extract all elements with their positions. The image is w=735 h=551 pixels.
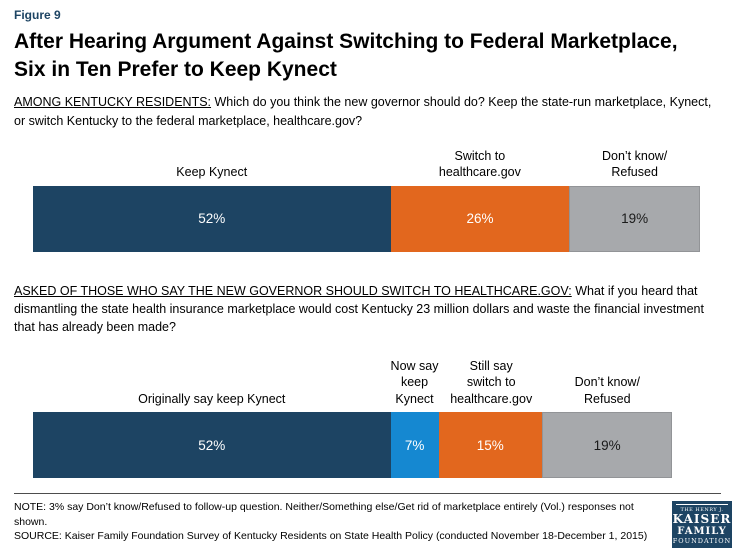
segment-label-now-keep: Now say keep Kynect [390, 358, 439, 406]
logo-line-kaiser: KAISER [672, 512, 732, 526]
chart-1-bar: 52% 26% 19% [33, 185, 700, 252]
segment-label-still-switch: Still say switch to healthcare.gov [450, 358, 533, 406]
source-line: SOURCE: Kaiser Family Foundation Survey … [14, 529, 648, 542]
logo-rule [676, 504, 728, 505]
segment-label-dk: Don’t know/ Refused [574, 375, 640, 406]
footnote: NOTE: 3% say Don’t know/Refused to follo… [14, 501, 634, 528]
page-title: After Hearing Argument Against Switching… [14, 30, 678, 81]
segment-label-keep-kynect: Keep Kynect [176, 165, 248, 180]
chart-1: Keep Kynect Switch to healthcare.gov Don… [33, 136, 700, 252]
chart-1-label-row: Keep Kynect Switch to healthcare.gov Don… [33, 136, 700, 186]
segment-value: 19% [621, 211, 649, 227]
question-1-text: Which do you think the new governor shou… [14, 95, 712, 128]
question-1-lead: AMONG KENTUCKY RESIDENTS: [14, 95, 212, 110]
segment-label-switch: Switch to healthcare.gov [438, 148, 521, 180]
question-1: AMONG KENTUCKY RESIDENTS: Which do you t… [14, 93, 720, 129]
logo-line-family: FAMILY [677, 526, 727, 538]
question-2-lead: ASKED OF THOSE WHO SAY THE NEW GOVERNOR … [14, 283, 572, 298]
bar-segment-originally-keep: 52% [33, 412, 391, 479]
footer: NOTE: 3% say Don’t know/Refused to follo… [14, 493, 721, 551]
figure-label: Figure 9 [14, 8, 61, 22]
segment-label-originally-keep: Originally say keep Kynect [138, 391, 286, 406]
chart-2-bar: 52% 7% 15% 19% [33, 412, 700, 479]
bar-segment-switch: 26% [390, 185, 570, 252]
segment-value: 15% [476, 437, 504, 453]
segment-value: 19% [593, 437, 621, 453]
question-2-text: What if you heard that dismantling the s… [14, 283, 704, 334]
bar-segment-dk: 19% [541, 412, 673, 479]
segment-value: 52% [198, 211, 226, 227]
segment-value: 26% [466, 211, 494, 227]
kff-logo: THE HENRY J. KAISER FAMILY FOUNDATION [672, 501, 732, 548]
segment-value: 7% [404, 437, 425, 453]
segment-label-dk: Don’t know/ Refused [601, 148, 668, 180]
question-2: ASKED OF THOSE WHO SAY THE NEW GOVERNOR … [14, 282, 720, 336]
chart-2-label-row: Originally say keep Kynect Now say keep … [33, 350, 700, 412]
segment-value: 52% [198, 437, 226, 453]
logo-line-foundation: FOUNDATION [672, 537, 732, 546]
chart-2: Originally say keep Kynect Now say keep … [33, 350, 700, 479]
bar-segment-dk: 19% [569, 185, 700, 252]
bar-segment-now-keep: 7% [390, 412, 439, 479]
logo-line-henry: THE HENRY J. [680, 507, 724, 513]
bar-segment-still-switch: 15% [438, 412, 542, 479]
bar-segment-keep-kynect: 52% [33, 185, 391, 252]
